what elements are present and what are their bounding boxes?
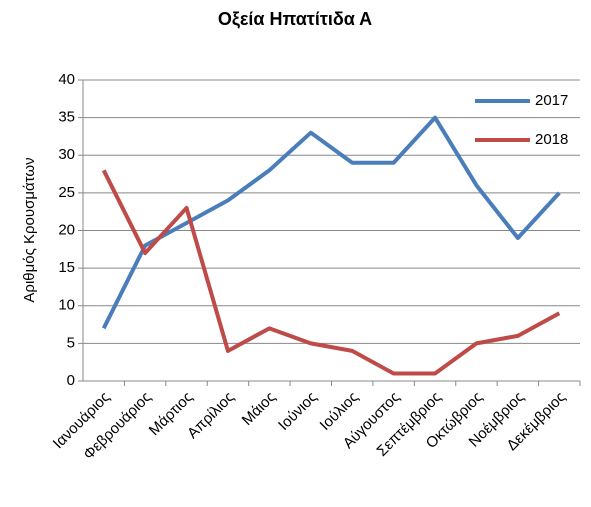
y-tick-label: 10 xyxy=(58,297,75,314)
y-tick-label: 0 xyxy=(67,372,75,389)
legend-label: 2018 xyxy=(535,131,568,148)
y-tick-label: 30 xyxy=(58,146,75,163)
y-tick-label: 25 xyxy=(58,184,75,201)
x-tick-label: Ιούνιος xyxy=(275,389,320,434)
chart-title: Οξεία Ηπατίτιδα Α xyxy=(218,9,372,30)
y-tick-label: 5 xyxy=(67,334,75,351)
line-series xyxy=(101,115,561,330)
y-axis-label: Αριθμός Κρουσμάτων xyxy=(21,157,38,302)
legend-label: 2017 xyxy=(535,92,568,109)
y-tick-label: 40 xyxy=(58,71,75,88)
y-tick-label: 20 xyxy=(58,221,75,238)
y-tick-label: 35 xyxy=(58,109,75,126)
line-series xyxy=(101,169,561,376)
y-tick-label: 15 xyxy=(58,259,75,276)
x-tick-label: Μάιος xyxy=(239,389,279,429)
